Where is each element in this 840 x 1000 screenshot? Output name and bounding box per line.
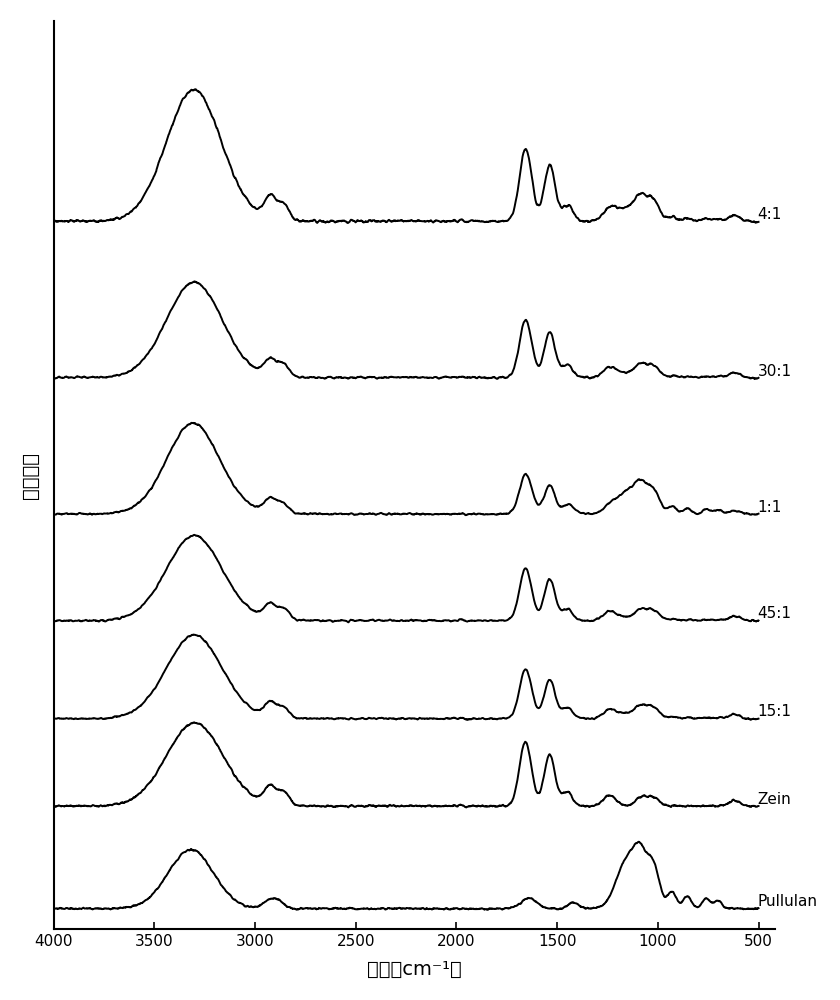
Text: 30:1: 30:1 <box>758 364 791 379</box>
Text: Pullulan: Pullulan <box>758 894 817 909</box>
X-axis label: 波数（cm⁻¹）: 波数（cm⁻¹） <box>367 960 461 979</box>
Text: 15:1: 15:1 <box>758 704 791 719</box>
Text: 45:1: 45:1 <box>758 606 791 621</box>
Text: 4:1: 4:1 <box>758 207 782 222</box>
Y-axis label: 吸收强度: 吸收强度 <box>21 452 39 499</box>
Text: 1:1: 1:1 <box>758 500 782 515</box>
Text: Zein: Zein <box>758 792 791 807</box>
